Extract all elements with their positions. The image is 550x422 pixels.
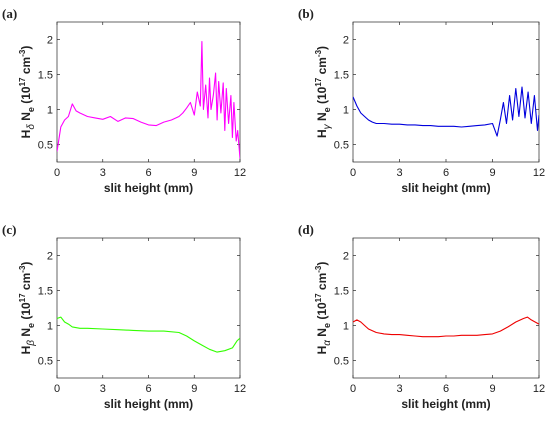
y-axis-label: Hβ Ne (1017 cm-3) bbox=[18, 262, 37, 355]
y-tick-label: 2 bbox=[47, 251, 53, 263]
series-line bbox=[353, 316, 539, 338]
x-tick-label: 6 bbox=[443, 383, 449, 395]
y-tick-label: 1.5 bbox=[38, 286, 53, 298]
y-axis-label: Hδ Ne (1017 cm-3) bbox=[18, 46, 37, 139]
panel-label: (d) bbox=[298, 222, 314, 237]
x-tick-label: 3 bbox=[396, 383, 402, 395]
plot-frame bbox=[56, 237, 241, 379]
y-tick-label: 1 bbox=[47, 321, 53, 333]
chart-panel-3: (c) 0 3 6 9 12 0.5 1 1.5 2 slit height (mm) Hβ Ne (… bbox=[2, 222, 246, 411]
panel-label: (c) bbox=[2, 222, 16, 237]
series-line bbox=[57, 316, 240, 353]
x-tick-label: 12 bbox=[533, 383, 545, 395]
chart-panel-2: (b) 0 3 6 9 12 0.5 1 1.5 2 slit height (mm) Hγ Ne (… bbox=[298, 6, 545, 195]
series-line bbox=[353, 86, 539, 137]
x-axis-label: slit height (mm) bbox=[104, 397, 193, 411]
chart-panel-4: (d) 0 3 6 9 12 0.5 1 1.5 2 slit height (mm) Hα Ne (… bbox=[298, 222, 545, 411]
y-tick-label: 1 bbox=[343, 105, 349, 117]
y-tick-label: 0.5 bbox=[334, 356, 349, 368]
x-tick-label: 3 bbox=[396, 167, 402, 179]
chart-panel-1: (a) 0 3 6 9 12 0.5 1 1.5 2 slit height (mm) Hδ Ne (… bbox=[2, 6, 246, 195]
y-tick-label: 1 bbox=[343, 321, 349, 333]
x-tick-label: 6 bbox=[443, 167, 449, 179]
y-tick-label: 1.5 bbox=[38, 70, 53, 82]
x-tick-label: 6 bbox=[145, 383, 151, 395]
panel-label: (a) bbox=[2, 6, 17, 21]
y-tick-label: 0.5 bbox=[38, 356, 53, 368]
y-tick-label: 1.5 bbox=[334, 286, 349, 298]
x-tick-label: 0 bbox=[54, 167, 60, 179]
x-tick-label: 9 bbox=[191, 167, 197, 179]
series-line bbox=[57, 41, 240, 159]
x-axis-label: slit height (mm) bbox=[104, 181, 193, 195]
x-tick-label: 9 bbox=[191, 383, 197, 395]
x-tick-label: 6 bbox=[145, 167, 151, 179]
x-tick-label: 12 bbox=[234, 383, 246, 395]
panel-label: (b) bbox=[298, 6, 314, 21]
x-tick-label: 3 bbox=[100, 167, 106, 179]
plot-frame bbox=[352, 21, 540, 163]
y-tick-label: 2 bbox=[343, 251, 349, 263]
plot-frame bbox=[352, 237, 540, 379]
y-tick-label: 2 bbox=[343, 35, 349, 47]
y-axis-label: Hα Ne (1017 cm-3) bbox=[314, 262, 333, 355]
x-tick-label: 0 bbox=[350, 167, 356, 179]
y-tick-label: 1 bbox=[47, 105, 53, 117]
plot-frame bbox=[56, 21, 241, 163]
y-tick-label: 0.5 bbox=[334, 140, 349, 152]
x-tick-label: 3 bbox=[100, 383, 106, 395]
x-tick-label: 0 bbox=[54, 383, 60, 395]
y-tick-label: 1.5 bbox=[334, 70, 349, 82]
x-axis-label: slit height (mm) bbox=[401, 181, 490, 195]
y-tick-label: 2 bbox=[47, 35, 53, 47]
x-tick-label: 12 bbox=[234, 167, 246, 179]
x-tick-label: 0 bbox=[350, 383, 356, 395]
x-axis-label: slit height (mm) bbox=[401, 397, 490, 411]
x-tick-label: 12 bbox=[533, 167, 545, 179]
x-tick-label: 9 bbox=[489, 167, 495, 179]
y-tick-label: 0.5 bbox=[38, 140, 53, 152]
y-axis-label: Hγ Ne (1017 cm-3) bbox=[314, 46, 333, 138]
x-tick-label: 9 bbox=[489, 383, 495, 395]
